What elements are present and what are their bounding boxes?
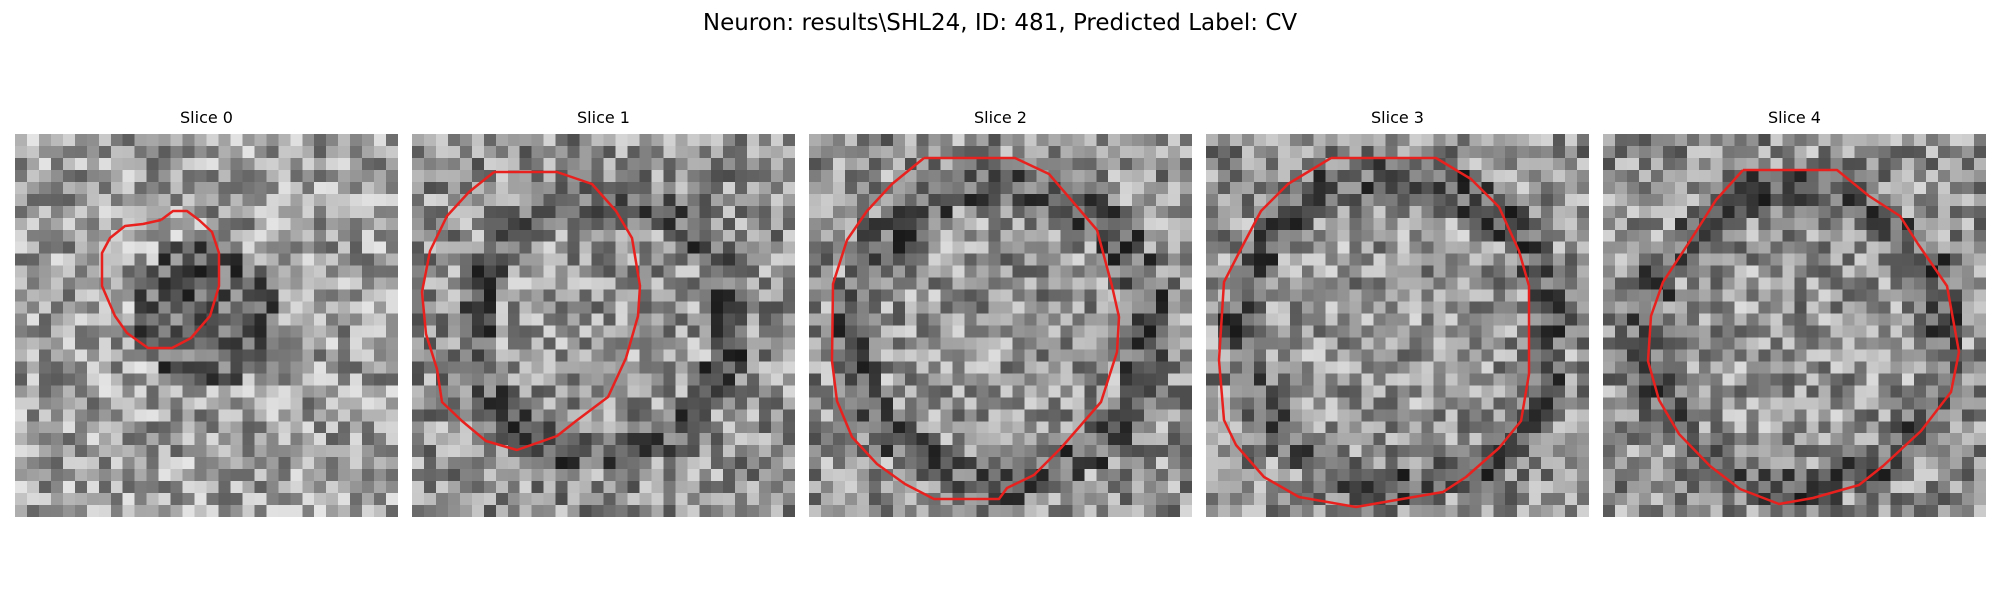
slice-title: Slice 0 (15, 108, 398, 128)
contour-line (1219, 158, 1529, 507)
figure-title: Neuron: results\SHL24, ID: 481, Predicte… (0, 8, 2000, 38)
slice-title: Slice 2 (809, 108, 1192, 128)
contour-overlay (1206, 134, 1589, 517)
contour-line (422, 172, 640, 450)
slice-title: Slice 1 (412, 108, 795, 128)
contour-overlay (1603, 134, 1986, 517)
slice-title: Slice 3 (1206, 108, 1589, 128)
contour-line (832, 158, 1119, 499)
contour-line (102, 211, 219, 348)
slice-title: Slice 4 (1603, 108, 1986, 128)
contour-overlay (809, 134, 1192, 517)
contour-line (1648, 170, 1959, 504)
contour-overlay (412, 134, 795, 517)
contour-overlay (15, 134, 398, 517)
